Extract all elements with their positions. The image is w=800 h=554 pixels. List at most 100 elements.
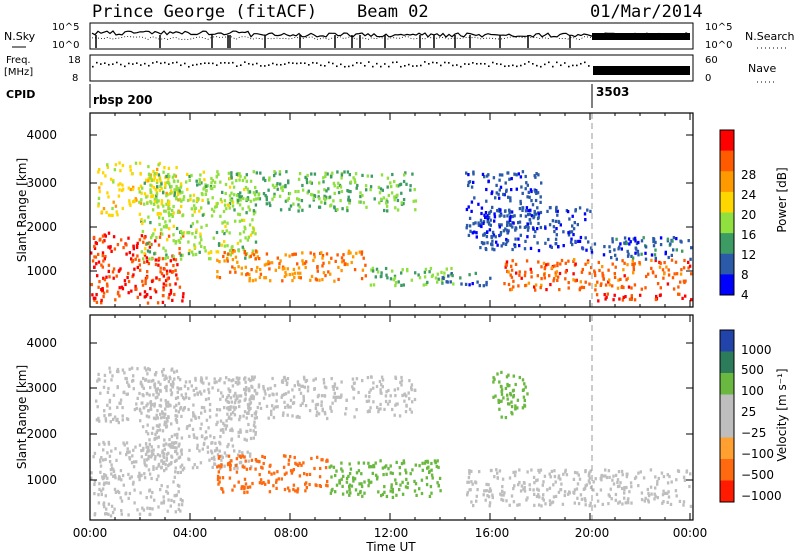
power-cell — [97, 196, 101, 200]
velocity-cell — [102, 440, 105, 445]
power-cell — [619, 277, 622, 281]
velocity-cell — [316, 402, 320, 407]
velocity-cell — [152, 393, 155, 397]
velocity-cell — [110, 472, 113, 476]
velocity-cell — [418, 487, 421, 491]
velocity-cell — [180, 503, 184, 507]
power-cell — [256, 255, 259, 259]
velocity-cell — [243, 477, 247, 481]
power-colorbar-block — [720, 150, 734, 172]
velocity-cell — [142, 406, 145, 410]
velocity-cell — [604, 468, 607, 472]
power-cell — [479, 224, 482, 228]
power-cell — [144, 278, 147, 282]
power-cell — [629, 240, 632, 244]
power-cell — [124, 282, 127, 287]
velocity-cell — [372, 381, 375, 385]
velocity-cell — [608, 494, 611, 498]
power-cell — [489, 276, 492, 280]
velocity-cell — [128, 367, 131, 371]
power-cell — [504, 242, 508, 246]
velocity-cell — [239, 428, 242, 432]
velocity-cell — [296, 489, 299, 493]
velocity-cell — [160, 416, 163, 420]
power-cell — [133, 199, 136, 203]
power-cell — [487, 179, 490, 183]
power-cell — [485, 235, 489, 239]
velocity-cell — [140, 411, 143, 415]
freq-dot — [248, 62, 250, 65]
velocity-cell — [169, 377, 172, 381]
velocity-cell — [102, 448, 105, 452]
x-axis: 00:00 04:00 08:00 12:00 16:00 20:00 00:0… — [73, 526, 708, 554]
power-cell — [336, 253, 339, 257]
velocity-cell — [96, 379, 99, 383]
power-cell — [146, 259, 149, 264]
velocity-ytick-2000: 2000 — [26, 427, 57, 441]
power-cell — [155, 235, 158, 240]
power-cell — [613, 275, 617, 279]
velocity-cell — [110, 504, 114, 508]
power-cell — [355, 251, 358, 255]
velocity-cell — [247, 459, 250, 463]
velocity-cell — [194, 416, 197, 420]
power-cell — [211, 178, 214, 183]
velocity-cell — [140, 455, 143, 459]
velocity-colorbar-block — [720, 459, 734, 481]
power-cell — [250, 268, 253, 272]
power-cell — [154, 258, 157, 262]
velocity-cell — [282, 454, 286, 458]
power-cell — [301, 188, 305, 192]
velocity-cell — [217, 470, 220, 474]
velocity-cb-tick-neg25: −25 — [741, 426, 766, 440]
power-cell — [354, 172, 358, 176]
power-cell — [501, 173, 504, 177]
power-cell — [117, 183, 120, 187]
velocity-cell — [160, 466, 163, 470]
power-cell — [221, 190, 224, 194]
power-cell — [562, 230, 565, 234]
velocity-cell — [182, 466, 186, 470]
velocity-cell — [191, 466, 195, 470]
power-cell — [321, 278, 324, 282]
power-cell — [411, 172, 414, 176]
power-cell — [633, 283, 637, 287]
power-cell — [179, 253, 183, 257]
power-cell — [645, 274, 648, 279]
power-cell — [632, 237, 635, 241]
velocity-cell — [170, 393, 173, 397]
velocity-cell — [308, 409, 312, 413]
power-cell — [680, 268, 683, 272]
velocity-cell — [576, 496, 579, 500]
velocity-cell — [519, 489, 523, 493]
nsky-label: N.Sky — [4, 30, 36, 43]
power-cell — [294, 190, 297, 194]
power-cell — [199, 173, 202, 177]
power-cell — [226, 221, 229, 225]
velocity-cell — [513, 474, 517, 478]
velocity-cell — [352, 396, 355, 400]
velocity-cell — [332, 465, 336, 469]
power-cell — [280, 186, 283, 190]
velocity-cell — [108, 413, 111, 417]
velocity-cell — [618, 500, 621, 504]
velocity-cell — [177, 401, 181, 406]
velocity-cell — [239, 460, 243, 464]
velocity-cell — [249, 397, 252, 401]
velocity-cell — [263, 455, 266, 459]
power-cell — [605, 295, 608, 299]
power-cell — [160, 182, 163, 186]
power-cell — [221, 229, 224, 233]
velocity-cell — [138, 407, 142, 411]
velocity-cell — [402, 459, 405, 463]
velocity-cell — [617, 470, 621, 474]
velocity-cell — [217, 464, 221, 468]
velocity-cell — [500, 497, 503, 502]
power-cell — [240, 195, 243, 199]
velocity-region — [216, 454, 329, 495]
xtick-2000: 20:00 — [575, 526, 610, 540]
power-cell — [189, 194, 192, 198]
power-cell — [570, 237, 573, 241]
power-cell — [498, 225, 501, 229]
velocity-cell — [207, 426, 210, 430]
